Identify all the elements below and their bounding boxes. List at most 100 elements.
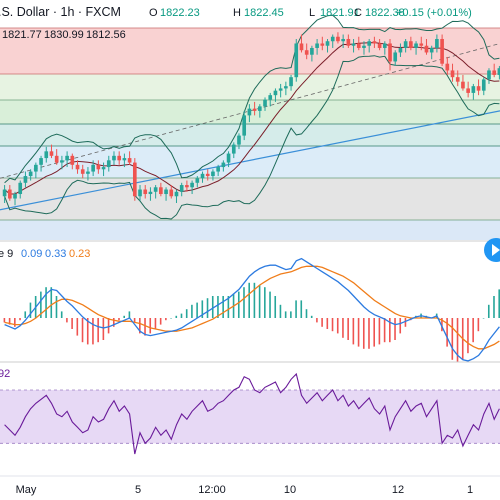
candle[interactable] bbox=[377, 38, 382, 51]
candle[interactable] bbox=[440, 34, 444, 66]
candle[interactable] bbox=[148, 187, 153, 201]
candle[interactable] bbox=[320, 36, 325, 51]
symbol-title[interactable]: .S. Dollar · 1h · FXCM bbox=[0, 5, 121, 19]
candle[interactable] bbox=[341, 34, 345, 48]
candle[interactable] bbox=[23, 171, 28, 188]
candle[interactable] bbox=[122, 153, 127, 168]
candle[interactable] bbox=[351, 38, 356, 53]
candle[interactable] bbox=[466, 81, 470, 98]
candle[interactable] bbox=[18, 180, 23, 199]
candle[interactable] bbox=[487, 68, 491, 84]
candle[interactable] bbox=[70, 153, 75, 170]
candle[interactable] bbox=[263, 97, 267, 111]
candle[interactable] bbox=[195, 176, 200, 188]
candle[interactable] bbox=[179, 182, 184, 197]
candle[interactable] bbox=[247, 104, 252, 123]
candle[interactable] bbox=[34, 162, 38, 179]
candle[interactable] bbox=[117, 151, 122, 165]
candle[interactable] bbox=[138, 185, 142, 201]
candle[interactable] bbox=[382, 41, 387, 55]
candle[interactable] bbox=[185, 180, 189, 192]
candle[interactable] bbox=[336, 32, 340, 44]
candle[interactable] bbox=[54, 149, 59, 165]
candle[interactable] bbox=[221, 160, 226, 172]
candle[interactable] bbox=[237, 133, 241, 150]
macd-pane[interactable] bbox=[3, 257, 500, 362]
candle[interactable] bbox=[164, 187, 168, 201]
candle[interactable] bbox=[325, 38, 330, 53]
candle[interactable] bbox=[393, 50, 398, 66]
candle[interactable] bbox=[455, 70, 460, 87]
candle[interactable] bbox=[429, 45, 434, 60]
candle[interactable] bbox=[252, 101, 257, 116]
candle[interactable] bbox=[403, 38, 408, 53]
candle[interactable] bbox=[492, 63, 497, 78]
candle[interactable] bbox=[190, 180, 194, 195]
candle[interactable] bbox=[471, 83, 476, 100]
price-candles[interactable] bbox=[2, 32, 500, 206]
candle[interactable] bbox=[2, 185, 7, 204]
candle[interactable] bbox=[414, 41, 418, 55]
candle[interactable] bbox=[372, 36, 377, 48]
candle[interactable] bbox=[205, 169, 210, 181]
candle[interactable] bbox=[96, 160, 101, 174]
candle[interactable] bbox=[315, 38, 319, 55]
candle[interactable] bbox=[278, 83, 283, 98]
candle[interactable] bbox=[13, 191, 17, 206]
candle[interactable] bbox=[398, 43, 403, 57]
candle[interactable] bbox=[39, 155, 43, 172]
candle[interactable] bbox=[419, 36, 424, 51]
candle[interactable] bbox=[356, 36, 361, 51]
candle[interactable] bbox=[169, 185, 174, 199]
candle[interactable] bbox=[211, 169, 215, 181]
rsi-pane[interactable] bbox=[0, 372, 500, 455]
candle[interactable] bbox=[388, 38, 392, 71]
candle[interactable] bbox=[409, 36, 413, 51]
candle[interactable] bbox=[153, 185, 158, 199]
candle[interactable] bbox=[268, 92, 273, 107]
candle[interactable] bbox=[65, 151, 69, 168]
symbol-legend[interactable]: .S. Dollar · 1h · FXCM O 1822.23 H 1822.45 L… bbox=[0, 5, 472, 19]
candle[interactable] bbox=[159, 182, 163, 197]
candle[interactable] bbox=[497, 65, 500, 80]
candle[interactable] bbox=[362, 41, 366, 55]
candle[interactable] bbox=[127, 151, 132, 165]
time-axis[interactable]: May 5 12:00 10 12 1 bbox=[16, 484, 473, 496]
pane-dividers[interactable] bbox=[0, 240, 500, 477]
candle[interactable] bbox=[80, 164, 85, 179]
candle[interactable] bbox=[294, 38, 299, 82]
candle[interactable] bbox=[424, 38, 429, 55]
candle[interactable] bbox=[257, 104, 262, 118]
candle[interactable] bbox=[289, 74, 293, 91]
candle[interactable] bbox=[112, 151, 116, 165]
candle[interactable] bbox=[304, 43, 309, 60]
candle[interactable] bbox=[299, 34, 304, 53]
candle[interactable] bbox=[445, 56, 450, 75]
candle[interactable] bbox=[226, 151, 231, 168]
candle[interactable] bbox=[242, 110, 247, 141]
candle[interactable] bbox=[7, 185, 12, 201]
candle[interactable] bbox=[435, 34, 439, 53]
candle[interactable] bbox=[44, 146, 49, 163]
candle[interactable] bbox=[310, 45, 314, 62]
macd-legend[interactable]: e 9 0.09 0.33 0.23 bbox=[0, 248, 90, 260]
candle[interactable] bbox=[476, 79, 481, 96]
candle[interactable] bbox=[143, 185, 148, 199]
candle[interactable] bbox=[91, 160, 95, 177]
candle[interactable] bbox=[60, 155, 64, 170]
candle[interactable] bbox=[481, 77, 486, 96]
candle[interactable] bbox=[284, 81, 288, 96]
candle[interactable] bbox=[132, 158, 137, 201]
candle[interactable] bbox=[330, 34, 335, 48]
candle[interactable] bbox=[174, 189, 179, 204]
candle[interactable] bbox=[461, 74, 465, 91]
candle[interactable] bbox=[200, 171, 205, 183]
candle[interactable] bbox=[367, 38, 372, 53]
candle[interactable] bbox=[231, 142, 236, 159]
candle[interactable] bbox=[101, 162, 106, 177]
candle[interactable] bbox=[450, 63, 455, 82]
candle[interactable] bbox=[86, 167, 90, 181]
candle[interactable] bbox=[106, 155, 111, 172]
